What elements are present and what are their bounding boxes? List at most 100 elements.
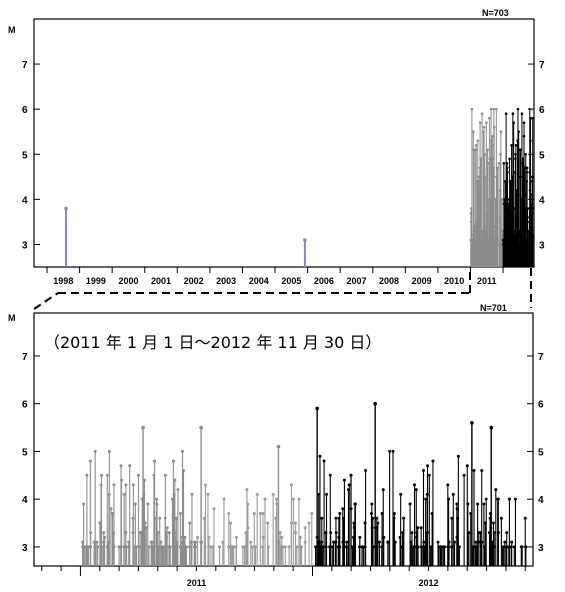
series-marker <box>287 545 291 549</box>
series-marker <box>172 535 176 539</box>
series-marker <box>204 483 208 487</box>
series-marker <box>95 540 99 544</box>
series-marker <box>89 531 93 535</box>
series-marker <box>167 531 171 535</box>
series-marker <box>294 521 298 525</box>
series-marker <box>426 464 430 468</box>
top-count-label: N=703 <box>482 8 509 18</box>
cluster-marker <box>508 157 511 161</box>
series-marker <box>357 545 361 549</box>
cluster-marker <box>509 180 512 183</box>
series-marker <box>409 540 413 544</box>
top-y-ticks: 3 3 4 4 5 5 6 6 7 7 <box>22 60 545 251</box>
series-marker <box>503 540 507 544</box>
cluster-marker <box>472 148 475 152</box>
series-marker <box>322 459 326 463</box>
series-marker <box>289 483 293 487</box>
series-marker <box>325 492 329 496</box>
series-marker <box>419 526 423 530</box>
series-marker <box>153 459 157 463</box>
series-marker <box>244 531 248 535</box>
series-marker <box>100 545 104 549</box>
series-marker <box>82 502 86 506</box>
cluster-marker <box>520 112 524 115</box>
series-marker <box>182 535 186 539</box>
series-marker <box>167 545 171 549</box>
series-marker <box>507 497 511 501</box>
top-x-label: 2007 <box>346 276 366 286</box>
series-marker <box>314 545 318 549</box>
cluster-marker <box>516 107 520 111</box>
series-marker <box>119 464 123 468</box>
event-marker <box>64 206 68 211</box>
series-marker <box>102 531 106 535</box>
series-marker <box>346 488 350 492</box>
series-marker <box>196 535 200 539</box>
cluster-marker <box>489 107 493 111</box>
top-x-label: 2002 <box>184 276 204 286</box>
series-marker <box>164 531 168 535</box>
series-marker <box>317 492 321 496</box>
series-marker <box>439 545 443 549</box>
top-y-label-left: 3 <box>22 240 28 251</box>
cluster-marker <box>498 189 502 192</box>
series-marker <box>212 507 216 511</box>
series-marker <box>476 502 480 506</box>
series-marker <box>391 449 395 453</box>
series-marker <box>127 545 131 549</box>
cluster-marker <box>492 125 496 129</box>
top-x-label: 2000 <box>118 276 138 286</box>
series-marker <box>414 488 418 492</box>
cluster-marker <box>485 121 488 125</box>
cluster-marker <box>504 225 508 228</box>
series-marker <box>402 516 406 520</box>
series-marker <box>334 531 338 535</box>
series-marker <box>231 545 235 549</box>
series-marker <box>98 521 102 525</box>
series-marker <box>462 473 466 477</box>
cluster-marker <box>496 166 499 170</box>
series-marker <box>456 454 460 458</box>
series-marker <box>345 540 349 544</box>
bottom-y-label-left: 4 <box>22 495 28 506</box>
series-marker <box>181 469 185 473</box>
series-marker <box>349 473 353 477</box>
top-chart: M N=703 3 3 4 4 5 5 6 6 7 7 1998 1999 2000 2001 2002 2… <box>8 8 545 286</box>
top-y-label-left: 6 <box>22 105 28 116</box>
series-marker <box>297 497 301 501</box>
series-marker <box>295 545 299 549</box>
top-x-label: 1999 <box>86 276 106 286</box>
cluster-marker <box>478 121 482 125</box>
cluster-marker <box>524 152 528 156</box>
series-marker <box>271 492 275 496</box>
series-marker <box>364 469 368 473</box>
cluster-marker <box>471 130 475 134</box>
bottom-y-label-right: 3 <box>538 543 544 554</box>
series-marker <box>496 531 500 535</box>
series-marker <box>266 521 270 525</box>
series-marker <box>328 473 332 477</box>
series-marker <box>513 497 517 501</box>
cluster-marker <box>531 211 534 215</box>
notable-marker <box>489 425 494 430</box>
cluster-marker <box>507 238 511 242</box>
top-y-label-left: 5 <box>22 150 28 161</box>
bottom-y-ticks: 3 3 4 4 5 5 6 6 7 7 <box>22 352 544 554</box>
series-marker <box>337 535 341 539</box>
series-marker <box>252 511 256 515</box>
series-marker <box>381 488 385 492</box>
series-marker <box>455 507 459 511</box>
series-marker <box>510 540 514 544</box>
series-marker <box>467 531 471 535</box>
top-x-label: 2001 <box>151 276 171 286</box>
notable-marker <box>141 425 145 430</box>
series-marker <box>164 535 168 539</box>
cluster-marker <box>529 139 532 143</box>
series-marker <box>112 483 116 487</box>
series-marker <box>410 531 414 535</box>
top-y-label-left: 4 <box>22 195 28 206</box>
top-y-label-right: 5 <box>539 150 545 161</box>
series-marker <box>455 535 459 539</box>
series-marker <box>294 531 298 535</box>
cluster-marker <box>522 121 526 125</box>
